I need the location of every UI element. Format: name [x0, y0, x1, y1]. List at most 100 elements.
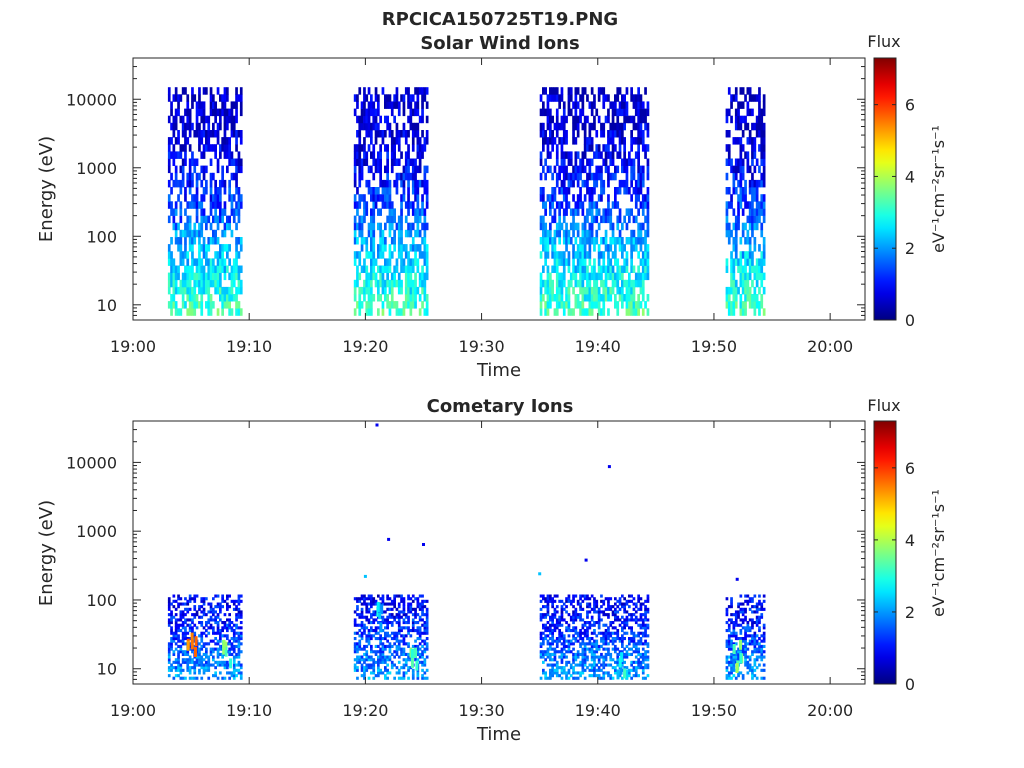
- flux-cell: [618, 597, 622, 601]
- flux-cell: [621, 94, 624, 102]
- flux-cell: [569, 87, 573, 95]
- flux-cell: [377, 101, 380, 109]
- flux-cell: [353, 597, 357, 601]
- flux-cell: [746, 660, 750, 664]
- flux-cell: [588, 130, 592, 138]
- flux-cell: [214, 115, 217, 124]
- flux-cell: [616, 647, 620, 651]
- flux-cell: [753, 634, 757, 638]
- flux-cell: [579, 172, 582, 181]
- flux-cell: [737, 115, 740, 124]
- flux-cell: [179, 629, 183, 633]
- flux-cell: [628, 652, 631, 656]
- flux-cell: [393, 244, 396, 252]
- flux-cell: [409, 244, 413, 252]
- flux-cell: [544, 172, 547, 181]
- flux-cell: [221, 621, 224, 625]
- flux-cell: [760, 222, 764, 231]
- flux-cell: [746, 623, 750, 627]
- flux-cell: [614, 602, 617, 606]
- flux-cell: [205, 286, 208, 295]
- flux-cell: [235, 301, 238, 309]
- flux-cell: [614, 172, 617, 181]
- flux-cell: [583, 621, 587, 625]
- flux-cell: [579, 158, 582, 166]
- flux-cell: [198, 172, 201, 181]
- flux-cell: [755, 258, 759, 266]
- flux-cell: [402, 108, 406, 117]
- flux-cell: [200, 265, 204, 273]
- flux-cell: [727, 637, 731, 641]
- flux-cell: [539, 272, 543, 281]
- flux-cell: [418, 634, 422, 638]
- flux-cell: [379, 151, 382, 159]
- flux-cell: [732, 652, 736, 656]
- flux-cell: [625, 610, 629, 614]
- flux-cell: [209, 265, 213, 273]
- flux-cell: [237, 615, 241, 619]
- flux-cell: [739, 272, 743, 281]
- flux-cell: [235, 108, 238, 117]
- flux-cell: [216, 265, 220, 273]
- flux-cell: [425, 599, 429, 603]
- flux-cell: [181, 602, 185, 606]
- flux-cell: [416, 652, 420, 656]
- flux-cell: [572, 666, 575, 670]
- flux-cell: [193, 130, 197, 138]
- flux-cell: [167, 597, 171, 601]
- flux-cell: [181, 229, 185, 238]
- flux-cell: [725, 265, 729, 273]
- flux-cell: [634, 187, 638, 195]
- flux-cell: [634, 618, 638, 622]
- flux-cell: [414, 101, 417, 109]
- flux-cell: [730, 671, 733, 675]
- flux-cell: [370, 655, 373, 659]
- flux-cell: [609, 655, 613, 659]
- flux-cell: [170, 647, 173, 651]
- flux-cell: [741, 647, 745, 651]
- flux-cell: [637, 265, 640, 273]
- flux-cell: [725, 613, 729, 617]
- flux-cell: [421, 663, 424, 667]
- flux-cell: [646, 194, 650, 202]
- flux-cell: [641, 623, 645, 627]
- flux-cell: [607, 615, 610, 619]
- flux-cell: [216, 621, 220, 625]
- flux-cell: [646, 101, 650, 109]
- flux-cell: [170, 626, 173, 630]
- flux-cell: [170, 237, 173, 245]
- flux-cell: [407, 294, 410, 302]
- flux-cell: [755, 222, 759, 231]
- flux-cell: [167, 215, 171, 224]
- flux-cell: [370, 279, 373, 288]
- flux-cell: [425, 179, 429, 188]
- flux-cell: [634, 137, 638, 145]
- flux-cell: [639, 272, 643, 281]
- flux-cell: [553, 165, 557, 174]
- flux-cell: [404, 301, 408, 309]
- flux-cell: [167, 652, 171, 656]
- flux-cell: [748, 607, 752, 611]
- flux-cell: [170, 618, 173, 622]
- flux-cell: [625, 644, 629, 648]
- flux-cell: [172, 94, 176, 102]
- flux-cell: [381, 618, 385, 622]
- flux-cell: [200, 666, 204, 670]
- flux-cell: [748, 130, 752, 138]
- flux-cell: [377, 108, 380, 117]
- flux-cell: [174, 666, 178, 670]
- flux-cell: [400, 194, 403, 202]
- flux-cell: [388, 258, 392, 266]
- flux-cell: [209, 663, 213, 667]
- flux-cell: [205, 621, 208, 625]
- flux-cell: [562, 637, 566, 641]
- flux-cell: [372, 237, 376, 245]
- flux-cell: [581, 658, 585, 662]
- flux-cell: [602, 660, 606, 664]
- flux-cell: [209, 237, 213, 245]
- flux-cell: [730, 602, 733, 606]
- flux-cell: [730, 634, 733, 638]
- flux-cell: [416, 658, 420, 662]
- flux-cell: [216, 165, 220, 174]
- flux-cell: [200, 208, 204, 216]
